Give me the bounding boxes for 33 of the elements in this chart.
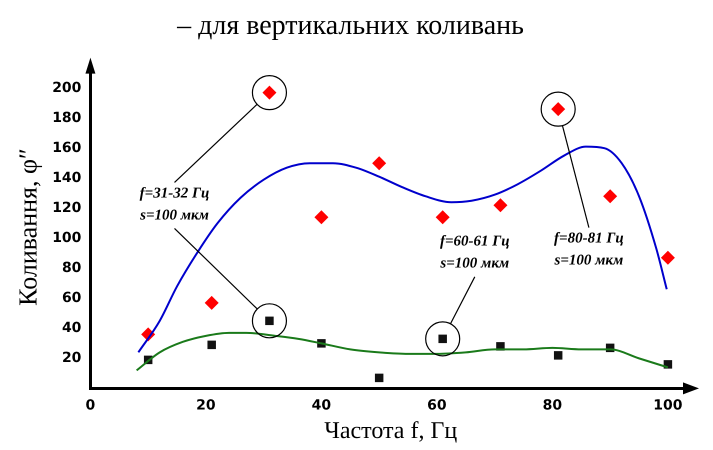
annotation: f=80-81 Гц s=100 мкм	[554, 230, 624, 268]
y-tick-label: 120	[52, 200, 82, 216]
annotation: f=60-61 Гц s=100 мкм	[439, 234, 510, 272]
x-tick-label: 40	[312, 397, 332, 414]
point	[493, 198, 508, 212]
y-tick-label: 160	[52, 140, 82, 156]
y-tick-label: 100	[52, 230, 82, 246]
line-series	[137, 146, 668, 354]
y-tick-label: 180	[52, 110, 82, 126]
point	[374, 374, 384, 382]
point	[314, 210, 328, 224]
point	[204, 296, 219, 310]
point	[207, 340, 216, 350]
x-tick-label: 20	[196, 397, 216, 414]
point	[436, 210, 450, 224]
x-tick-label: 100	[653, 397, 683, 414]
x-axis-title: Частота f, Гц	[324, 418, 458, 444]
point	[554, 351, 562, 360]
y-tick-label: 20	[62, 350, 82, 366]
y-tick-label: 40	[62, 320, 82, 336]
chart-title: – для вертикальних коливань	[176, 10, 524, 42]
y-tick-label: 200	[52, 80, 82, 96]
y-tick-label: 140	[52, 170, 82, 186]
point	[372, 156, 386, 170]
y-tick-label: 60	[62, 290, 82, 306]
y-axis-title: Коливання, φ″	[13, 148, 42, 306]
point	[603, 189, 618, 204]
annotation: f=31-32 Гц s=100 мкм	[139, 185, 210, 224]
x-tick-label: 80	[542, 397, 562, 414]
x-tick-label: 0	[86, 397, 96, 414]
point	[660, 250, 675, 265]
y-tick-label: 80	[62, 260, 82, 276]
x-tick-label: 60	[427, 397, 447, 414]
